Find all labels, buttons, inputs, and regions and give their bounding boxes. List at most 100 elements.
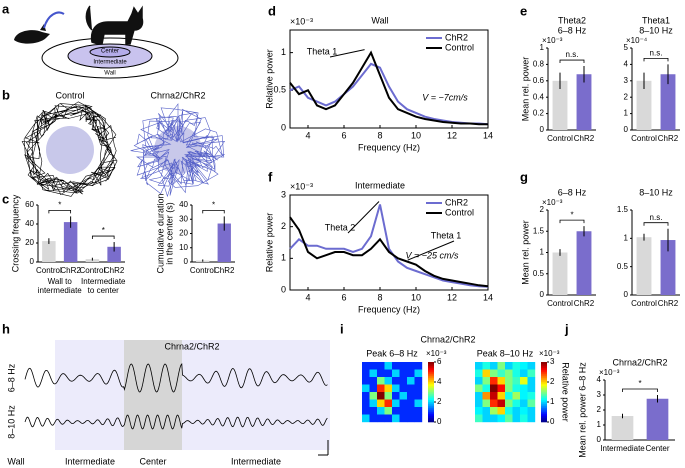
heat-cell	[490, 384, 498, 393]
y-tick-label: 40	[179, 200, 188, 209]
heat-cell	[369, 414, 378, 423]
heat-cell	[377, 362, 385, 370]
y-tick-label: 0.6	[533, 76, 545, 85]
heat-cell	[475, 377, 483, 385]
zone-label: Center	[101, 49, 119, 55]
significance-bracket	[202, 210, 225, 214]
colorbar-step	[541, 388, 547, 391]
heat-cell	[497, 369, 506, 378]
bar	[646, 398, 669, 440]
heat-cell	[407, 414, 415, 423]
heat-cell	[384, 407, 393, 415]
heat-cell	[384, 392, 393, 400]
heat-cell	[527, 392, 536, 400]
heat-cell	[527, 377, 536, 385]
zone-label: Center	[139, 456, 166, 466]
legend-label: Control	[445, 42, 474, 52]
heat-cell	[512, 407, 521, 415]
x-tick-label: ChR2	[658, 299, 679, 308]
heat-cell	[414, 414, 423, 423]
heat-cell	[490, 362, 498, 370]
heat-cell	[362, 384, 370, 393]
y-tick-label: 4	[597, 375, 602, 384]
panel-label: h	[2, 321, 10, 336]
y-scale: ×10⁻³	[542, 198, 563, 207]
series-line	[289, 204, 489, 288]
annotation-arrow	[329, 49, 365, 58]
heat-cell	[377, 369, 385, 378]
y-tick-label: 2	[281, 221, 286, 231]
colorbar-step	[428, 364, 434, 367]
heat-cell	[362, 392, 370, 400]
x-tick-label: ChR2	[574, 299, 595, 308]
colorbar-label: Relative power	[561, 362, 571, 422]
x-tick-label: ChR2	[60, 266, 81, 275]
bar	[660, 74, 676, 130]
y-scale: ×10⁻³	[599, 368, 620, 377]
colorbar-tick-label: 2	[550, 377, 555, 386]
x-tick-label: 10	[411, 130, 421, 140]
group-label: Wall to	[48, 277, 73, 286]
heat-cell	[505, 407, 513, 415]
colorbar-tick-label: 6	[437, 357, 442, 366]
center-zone	[46, 126, 94, 174]
heat-cell	[527, 399, 536, 408]
heat-cell	[490, 414, 498, 423]
x-tick-label: 10	[411, 292, 421, 302]
colorbar-step	[428, 362, 434, 365]
y-tick-label: 2	[597, 405, 602, 414]
heat-cell	[392, 377, 400, 385]
y-tick-label: 3	[624, 76, 629, 85]
heat-cell	[369, 377, 378, 385]
colorbar-step	[428, 420, 434, 423]
heat-cell	[399, 407, 408, 415]
y-tick-label: 2	[624, 92, 629, 101]
heat-cell	[490, 407, 498, 415]
x-tick-label: 12	[447, 130, 457, 140]
y-tick-label: 40	[25, 219, 34, 228]
colorbar-step	[428, 416, 434, 419]
trajectory-title: Chrna2/ChR2	[150, 90, 205, 100]
annotation: Theta 1	[431, 230, 462, 240]
x-tick-label: 8	[377, 130, 382, 140]
y-scale: ×10⁻³	[426, 349, 447, 358]
chart-title: Chrna2/ChR2	[612, 357, 667, 367]
colorbar-step	[541, 390, 547, 393]
bar	[217, 223, 231, 262]
y-tick-label: 3	[281, 189, 286, 199]
heat-cell	[399, 414, 408, 423]
heat-cell	[520, 407, 528, 415]
colorbar-step	[428, 382, 434, 385]
y-axis-label: Relative power	[264, 49, 274, 109]
traces-title: Chrna2/ChR2	[164, 341, 219, 351]
colorbar-step	[428, 404, 434, 407]
panel-label: a	[2, 1, 10, 16]
heat-cell	[369, 384, 378, 393]
colorbar-tick-label: 2	[437, 397, 442, 406]
legend-label: Control	[445, 207, 474, 217]
y-axis-label: Relative power	[264, 213, 274, 273]
heat-cell	[384, 414, 393, 423]
heat-cell	[527, 384, 536, 393]
heat-cell	[362, 362, 370, 370]
y-axis-label: in the center (s)	[164, 202, 174, 265]
colorbar-step	[541, 416, 547, 419]
annotation-arrow	[347, 201, 380, 234]
heat-cell	[497, 407, 506, 415]
heat-cell	[377, 377, 385, 385]
x-tick-label: 4	[305, 130, 310, 140]
trace-label: 8–10 Hz	[6, 405, 16, 439]
heat-cell	[527, 407, 536, 415]
bar	[576, 231, 592, 295]
heat-cell	[362, 369, 370, 378]
colorbar-step	[541, 392, 547, 395]
y-tick-label: 0	[597, 435, 602, 444]
colorbar-step	[428, 392, 434, 395]
heat-cell	[520, 392, 528, 400]
x-tick-label: 6	[341, 292, 346, 302]
colorbar-tick-label: 0	[550, 417, 555, 426]
heat-cell	[505, 392, 513, 400]
heat-cell	[512, 377, 521, 385]
heat-cell	[414, 377, 423, 385]
